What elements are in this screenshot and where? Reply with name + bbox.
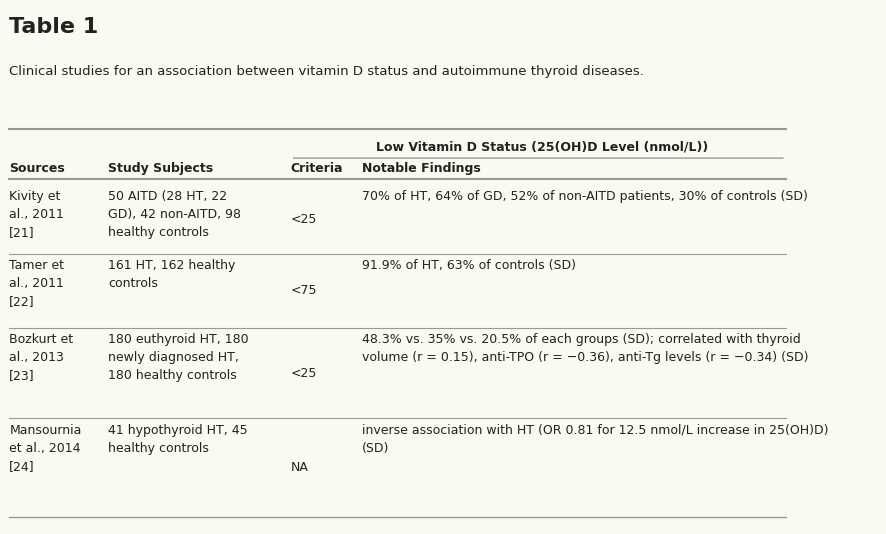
Text: <75: <75: [291, 285, 317, 297]
Text: Mansournia
et al., 2014
[24]: Mansournia et al., 2014 [24]: [9, 423, 82, 473]
Text: 41 hypothyroid HT, 45
healthy controls: 41 hypothyroid HT, 45 healthy controls: [108, 423, 248, 455]
Text: Sources: Sources: [9, 162, 65, 175]
Text: 180 euthyroid HT, 180
newly diagnosed HT,
180 healthy controls: 180 euthyroid HT, 180 newly diagnosed HT…: [108, 333, 249, 382]
Text: Low Vitamin D Status (25(OH)D Level (nmol/L)): Low Vitamin D Status (25(OH)D Level (nmo…: [376, 141, 708, 154]
Text: Study Subjects: Study Subjects: [108, 162, 214, 175]
Text: Notable Findings: Notable Findings: [361, 162, 480, 175]
Text: 50 AITD (28 HT, 22
GD), 42 non-AITD, 98
healthy controls: 50 AITD (28 HT, 22 GD), 42 non-AITD, 98 …: [108, 190, 241, 239]
Text: Table 1: Table 1: [9, 17, 98, 37]
Text: Criteria: Criteria: [291, 162, 343, 175]
Text: <25: <25: [291, 367, 316, 380]
Text: 161 HT, 162 healthy
controls: 161 HT, 162 healthy controls: [108, 259, 236, 290]
Text: inverse association with HT (OR 0.81 for 12.5 nmol/L increase in 25(OH)D)
(SD): inverse association with HT (OR 0.81 for…: [361, 423, 828, 455]
Text: 48.3% vs. 35% vs. 20.5% of each groups (SD); correlated with thyroid
volume (r =: 48.3% vs. 35% vs. 20.5% of each groups (…: [361, 333, 807, 364]
Text: Bozkurt et
al., 2013
[23]: Bozkurt et al., 2013 [23]: [9, 333, 74, 382]
Text: 91.9% of HT, 63% of controls (SD): 91.9% of HT, 63% of controls (SD): [361, 259, 575, 272]
Text: Kivity et
al., 2011
[21]: Kivity et al., 2011 [21]: [9, 190, 64, 239]
Text: 70% of HT, 64% of GD, 52% of non-AITD patients, 30% of controls (SD): 70% of HT, 64% of GD, 52% of non-AITD pa…: [361, 190, 807, 203]
Text: <25: <25: [291, 213, 316, 226]
Text: Clinical studies for an association between vitamin D status and autoimmune thyr: Clinical studies for an association betw…: [9, 65, 643, 78]
Text: NA: NA: [291, 461, 308, 474]
Text: Tamer et
al., 2011
[22]: Tamer et al., 2011 [22]: [9, 259, 65, 308]
